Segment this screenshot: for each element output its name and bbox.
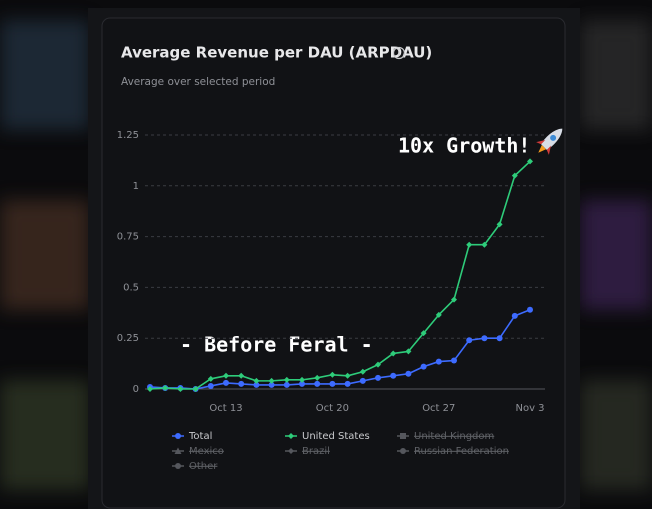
point [375,374,381,381]
y-tick-label: 0.75 [117,232,139,243]
point [511,172,518,179]
point [223,379,229,386]
point [344,380,351,387]
point [238,380,245,387]
point [481,241,488,248]
point [466,337,473,344]
card [101,17,566,509]
point [466,241,473,248]
legend-marker [288,433,294,439]
legend-marker [400,433,406,439]
point [283,381,290,388]
y-tick-label: 0.5 [123,282,139,293]
point [405,348,412,355]
point [420,330,427,337]
legend-label[interactable]: Mexico [189,446,224,457]
point [496,221,503,228]
point [359,377,366,384]
point [435,358,442,365]
legend-label[interactable]: Russian Federation [414,446,509,457]
point [253,381,260,388]
point [177,386,184,392]
legend-label[interactable]: United Kingdom [414,431,494,442]
legend-marker [288,448,294,454]
point [527,306,533,313]
point [451,296,457,303]
y-tick-label: 1 [133,181,139,192]
point [147,386,153,392]
legend-marker [175,463,181,469]
legend-label[interactable]: Other [189,461,218,472]
point [207,375,214,382]
annotation: 10x Growth! [398,134,530,158]
point [405,370,412,377]
x-tick-label: Nov 3 [515,403,544,414]
chart-title: Average Revenue per DAU (ARPDAU) [121,44,432,62]
legend-label[interactable]: Brazil [302,446,330,457]
y-tick-label: 0.25 [117,333,139,344]
point [299,376,305,383]
legend-label: United States [302,431,370,442]
x-tick-label: Oct 27 [422,403,455,414]
point [390,350,397,357]
point [527,158,533,165]
point [344,372,351,379]
point [329,371,336,378]
point [359,368,366,375]
point [481,335,488,342]
legend-marker [174,447,182,454]
info-icon [392,46,406,60]
point [207,382,214,389]
blurred-background [0,20,652,490]
point [268,381,275,388]
annotation: - Before Feral - [180,333,373,357]
point [390,372,397,379]
point [329,380,336,387]
point [420,363,427,370]
legend-label: Total [188,431,212,442]
legend-marker [400,448,406,454]
point [268,377,275,384]
point [192,386,199,392]
point [496,335,503,342]
point [375,361,381,368]
y-tick-label: 0 [133,384,139,395]
point [435,311,442,318]
y-tick-label: 1.25 [117,130,139,141]
point [511,312,518,319]
point [451,357,457,364]
point [283,376,290,383]
point [253,377,260,384]
legend-marker [175,433,181,439]
point [314,374,321,381]
rocket-icon [536,128,563,155]
point [314,380,321,387]
x-tick-label: Oct 13 [209,403,242,414]
series-line [149,160,531,390]
point [299,380,305,387]
chart-subtitle: Average over selected period [121,76,275,88]
point [238,372,245,379]
point [162,384,169,391]
x-tick-label: Oct 20 [316,403,349,414]
point [223,372,229,379]
